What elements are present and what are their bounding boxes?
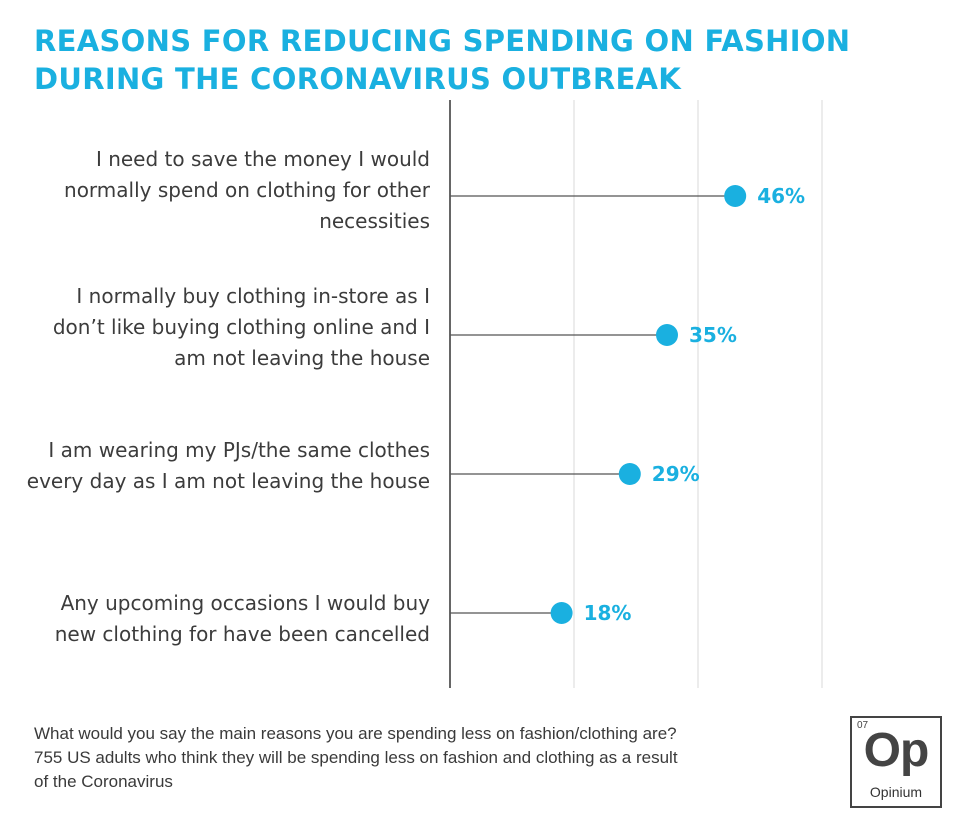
footnote-sample: 755 US adults who think they will be spe… <box>34 748 678 767</box>
data-label: 35% <box>689 323 737 347</box>
category-label-4: Any upcoming occasions I would buy new c… <box>10 588 430 650</box>
footnote: What would you say the main reasons you … <box>34 722 834 794</box>
data-label: 18% <box>584 601 632 625</box>
category-label-line: Any upcoming occasions I would buy <box>60 591 430 615</box>
chart-title: REASONS FOR REDUCING SPENDING ON FASHION… <box>34 22 854 98</box>
opinium-logo: 07 Op Opinium <box>850 716 942 808</box>
category-label-line: every day as I am not leaving the house <box>26 469 430 493</box>
data-label: 46% <box>757 184 805 208</box>
logo-symbol: Op <box>863 724 930 777</box>
footnote-question: What would you say the main reasons you … <box>34 724 677 743</box>
category-label-line: new clothing for have been cancelled <box>54 622 430 646</box>
category-label-line: don’t like buying clothing online and I <box>52 315 430 339</box>
category-label-line: I normally buy clothing in-store as I <box>76 284 430 308</box>
data-point <box>656 324 678 346</box>
category-label-3: I am wearing my PJs/the same clothes eve… <box>10 435 430 497</box>
category-label-line: am not leaving the house <box>174 346 430 370</box>
data-point <box>724 185 747 207</box>
logo-name: Opinium <box>869 784 923 800</box>
category-label-line: I am wearing my PJs/the same clothes <box>48 438 430 462</box>
category-label-2: I normally buy clothing in-store as I do… <box>10 281 430 374</box>
data-point <box>550 602 573 624</box>
category-label-line: I need to save the money I would <box>95 147 430 171</box>
category-label-1: I need to save the money I would normall… <box>10 144 430 237</box>
category-label-line: normally spend on clothing for other <box>64 178 430 202</box>
data-point <box>618 463 641 485</box>
footnote-sample-cont: of the Coronavirus <box>34 772 173 791</box>
logo-number: 07 <box>857 720 869 731</box>
category-label-line: necessities <box>319 209 430 233</box>
data-label: 29% <box>652 462 700 486</box>
chart-title-line-2: DURING THE CORONAVIRUS OUTBREAK <box>34 62 682 96</box>
chart-title-line-1: REASONS FOR REDUCING SPENDING ON FASHION <box>34 24 851 58</box>
